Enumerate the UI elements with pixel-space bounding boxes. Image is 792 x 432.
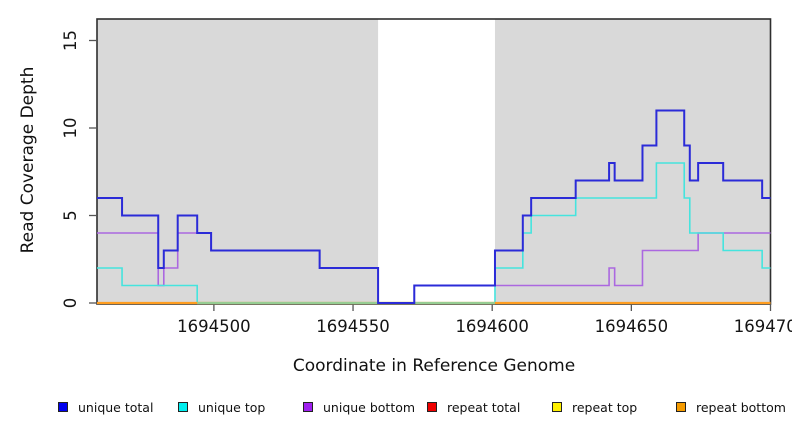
legend-swatch <box>552 402 562 412</box>
x-axis-title: Coordinate in Reference Genome <box>292 356 576 376</box>
legend-item-unique-total: unique total <box>58 399 154 415</box>
legend-swatch <box>427 402 437 412</box>
legend-swatch <box>303 402 313 412</box>
legend-item-repeat-top: repeat top <box>552 399 638 415</box>
legend-label: unique total <box>78 399 154 415</box>
x-tick-label: 1694550 <box>316 317 390 336</box>
x-tick-label: 1694500 <box>177 317 251 336</box>
masked-region-band <box>494 19 771 304</box>
legend-label: repeat bottom <box>696 399 786 415</box>
legend-label: repeat top <box>572 399 638 415</box>
legend-item-repeat-total: repeat total <box>427 399 521 415</box>
legend-swatch <box>178 402 188 412</box>
y-tick-label: 0 <box>61 298 80 309</box>
legend-swatch <box>676 402 686 412</box>
x-tick-label: 1694650 <box>595 317 669 336</box>
legend-item-repeat-bottom: repeat bottom <box>676 399 786 415</box>
x-tick-label: 1694600 <box>455 317 529 336</box>
series-line-unique-top <box>97 162 771 304</box>
legend-label: unique bottom <box>323 399 416 415</box>
legend-label: repeat total <box>447 399 521 415</box>
y-tick-label: 5 <box>61 210 80 221</box>
legend-swatch <box>58 402 68 412</box>
y-axis-title: Read Coverage Depth <box>18 66 38 254</box>
y-tick-label: 10 <box>61 118 80 139</box>
legend-item-unique-top: unique top <box>178 399 266 415</box>
y-tick-label: 15 <box>61 30 80 51</box>
masked-region-band <box>97 19 379 304</box>
legend-label: unique top <box>198 399 266 415</box>
legend-item-unique-bottom: unique bottom <box>303 399 416 415</box>
series-line-unique-total <box>97 109 771 304</box>
